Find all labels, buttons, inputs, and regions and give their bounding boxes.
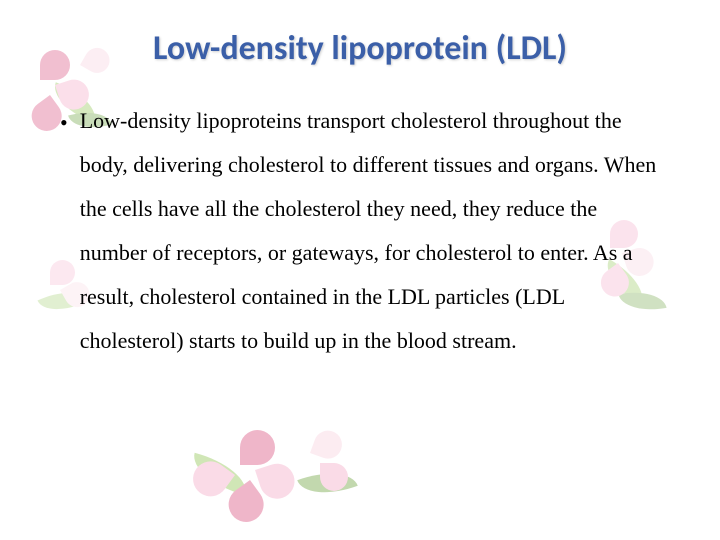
bullet-marker: • <box>60 101 68 145</box>
slide-title: Low-density lipoprotein (LDL) <box>0 0 720 69</box>
body-paragraph: Low-density lipoproteins transport chole… <box>80 99 660 363</box>
bullet-item: • Low-density lipoproteins transport cho… <box>60 99 660 363</box>
content-area: • Low-density lipoproteins transport cho… <box>0 69 720 363</box>
flower-decoration-bottom <box>180 410 380 530</box>
